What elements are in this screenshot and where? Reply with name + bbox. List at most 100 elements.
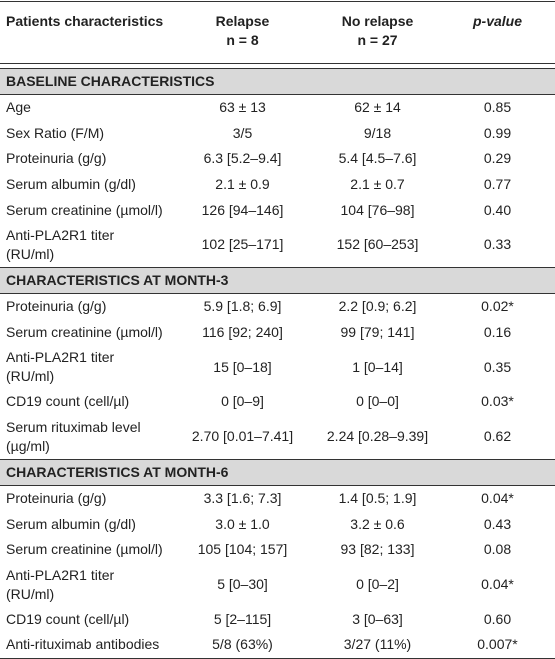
cell: 2.1 ± 0.7	[350, 176, 405, 193]
header-cell: p-value	[440, 1, 555, 64]
cell: 9/18	[363, 124, 392, 141]
header-cell: No relapse n = 27	[315, 1, 440, 64]
cell: 0.85	[483, 99, 512, 116]
cell: 2.2 [0.9; 6.2]	[338, 298, 417, 315]
section-row: CHARACTERISTICS AT MONTH-3	[0, 266, 555, 294]
data-row: Age 63 ± 13 62 ± 14 0.85	[0, 95, 555, 121]
cell: 0.62	[483, 428, 512, 445]
data-row: Serum creatinine (µmol/l) 105 [104; 157] 9…	[0, 537, 555, 563]
cell: 6.3 [5.2–9.4]	[203, 150, 282, 167]
row-label: Anti-rituximab antibodies	[6, 636, 160, 653]
table-body: BASELINE CHARACTERISTICS Age 63 ± 13 62 ± 1…	[0, 64, 555, 659]
data-row: Proteinuria (g/g) 3.3 [1.6; 7.3] 1.4 [0.5;…	[0, 485, 555, 511]
data-row: Sex Ratio (F/M) 3/5 9/18 0.99	[0, 121, 555, 147]
cell: 0.04*	[481, 576, 514, 593]
row-label: Proteinuria (g/g)	[6, 298, 107, 315]
cell: 5.9 [1.8; 6.9]	[203, 298, 282, 315]
cell: 5 [0–30]	[217, 576, 268, 593]
cell: 0.02*	[481, 298, 514, 315]
data-row: Anti-PLA2R1 titer (RU/ml) 102 [25–171] 152…	[0, 223, 555, 268]
section-row: CHARACTERISTICS AT MONTH-6	[0, 458, 555, 486]
section-title: BASELINE CHARACTERISTICS	[0, 68, 555, 95]
cell: 3.0 ± 1.0	[215, 515, 270, 532]
data-row: Serum creatinine (µmol/l) 126 [94–146] 104…	[0, 197, 555, 223]
cell: 102 [25–171]	[201, 236, 284, 253]
section-title: CHARACTERISTICS AT MONTH-6	[0, 458, 555, 486]
header-subtext: n = 27	[357, 32, 398, 48]
cell: 0.40	[483, 201, 512, 218]
cell: 2.24 [0.28–9.39]	[326, 428, 429, 445]
cell: 99 [79; 141]	[340, 323, 415, 340]
header-cell: Patients characteristics	[0, 1, 170, 64]
cell: 2.70 [0.01–7.41]	[191, 428, 294, 445]
data-row: Proteinuria (g/g) 5.9 [1.8; 6.9] 2.2 [0.9;…	[0, 293, 555, 319]
row-label: Serum rituximab level (µg/ml)	[6, 418, 141, 454]
data-row: Anti-rituximab antibodies 5/8 (63%) 3/27 (…	[0, 632, 555, 658]
row-label: Sex Ratio (F/M)	[6, 124, 105, 141]
cell: 3/27 (11%)	[343, 636, 412, 653]
cell: 62 ± 14	[354, 99, 401, 116]
cell: 5/8 (63%)	[212, 636, 273, 653]
row-label: Serum creatinine (µmol/l)	[6, 201, 163, 218]
cell: 0.04*	[481, 490, 514, 507]
cell: 0.99	[483, 124, 512, 141]
data-row: CD19 count (cell/µl) 0 [0–9] 0 [0–0] 0.03*	[0, 389, 555, 415]
cell: 1.4 [0.5; 1.9]	[338, 490, 417, 507]
data-row: Serum creatinine (µmol/l) 116 [92; 240] 99…	[0, 320, 555, 346]
cell: 1 [0–14]	[352, 358, 403, 375]
row-label: Anti-PLA2R1 titer (RU/ml)	[6, 566, 115, 602]
cell: 3.2 ± 0.6	[350, 515, 405, 532]
cell: 3 [0–63]	[352, 610, 403, 627]
cell: 0 [0–0]	[356, 393, 399, 410]
row-label: CD19 count (cell/µl)	[6, 393, 130, 410]
cell: 2.1 ± 0.9	[215, 176, 270, 193]
header-text: Relapse	[215, 13, 270, 29]
row-label: Anti-PLA2R1 titer (RU/ml)	[6, 226, 115, 262]
row-label: Serum albumin (g/dl)	[6, 176, 136, 193]
row-label: Age	[6, 99, 31, 116]
row-label: Serum albumin (g/dl)	[6, 515, 136, 532]
cell: 93 [82; 133]	[340, 541, 415, 558]
cell: 0.77	[483, 176, 512, 193]
row-label: Serum creatinine (µmol/l)	[6, 541, 163, 558]
data-row: Serum albumin (g/dl) 2.1 ± 0.9 2.1 ± 0.7 0.…	[0, 172, 555, 198]
cell: 0.03*	[481, 393, 514, 410]
cell: 0 [0–2]	[356, 576, 399, 593]
data-row: Anti-PLA2R1 titer (RU/ml) 15 [0–18] 1 [0–1…	[0, 345, 555, 389]
cell: 5.4 [4.5–7.6]	[338, 150, 417, 167]
header-subtext: n = 8	[226, 32, 259, 48]
cell: 0.33	[483, 236, 512, 253]
cell: 0.60	[483, 610, 512, 627]
section-title: CHARACTERISTICS AT MONTH-3	[0, 266, 555, 294]
cell: 15 [0–18]	[213, 358, 272, 375]
cell: 0.35	[483, 358, 512, 375]
row-label: Proteinuria (g/g)	[6, 490, 107, 507]
data-row: Serum albumin (g/dl) 3.0 ± 1.0 3.2 ± 0.6 0.…	[0, 511, 555, 537]
cell: 0.08	[483, 541, 512, 558]
cell: 104 [76–98]	[340, 201, 415, 218]
data-row: Proteinuria (g/g) 6.3 [5.2–9.4] 5.4 [4.5–7…	[0, 146, 555, 172]
header-text: No relapse	[341, 13, 414, 29]
cell: 3.3 [1.6; 7.3]	[203, 490, 282, 507]
cell: 105 [104; 157]	[197, 541, 288, 558]
data-row: CD19 count (cell/µl) 5 [2–115] 3 [0–63] 0.6…	[0, 607, 555, 633]
cell: 63 ± 13	[219, 99, 266, 116]
section-row: BASELINE CHARACTERISTICS	[0, 68, 555, 95]
row-label: CD19 count (cell/µl)	[6, 610, 130, 627]
cell: 116 [92; 240]	[202, 323, 283, 340]
data-row: Anti-PLA2R1 titer (RU/ml) 5 [0–30] 0 [0–2]…	[0, 563, 555, 607]
cell: 126 [94–146]	[201, 201, 284, 218]
cell: 0 [0–9]	[221, 393, 264, 410]
table-header: Patients characteristics Relapse n = 8 N…	[0, 1, 555, 64]
row-label: Anti-PLA2R1 titer (RU/ml)	[6, 349, 115, 385]
cell: 0.16	[483, 323, 512, 340]
cell: 3/5	[232, 124, 253, 141]
header-row: Patients characteristics Relapse n = 8 N…	[0, 1, 555, 64]
row-label: Proteinuria (g/g)	[6, 150, 107, 167]
cell: 5 [2–115]	[213, 610, 272, 627]
header-cell: Relapse n = 8	[170, 1, 315, 64]
cell: 0.43	[483, 515, 512, 532]
cell: 152 [60–253]	[336, 236, 419, 253]
